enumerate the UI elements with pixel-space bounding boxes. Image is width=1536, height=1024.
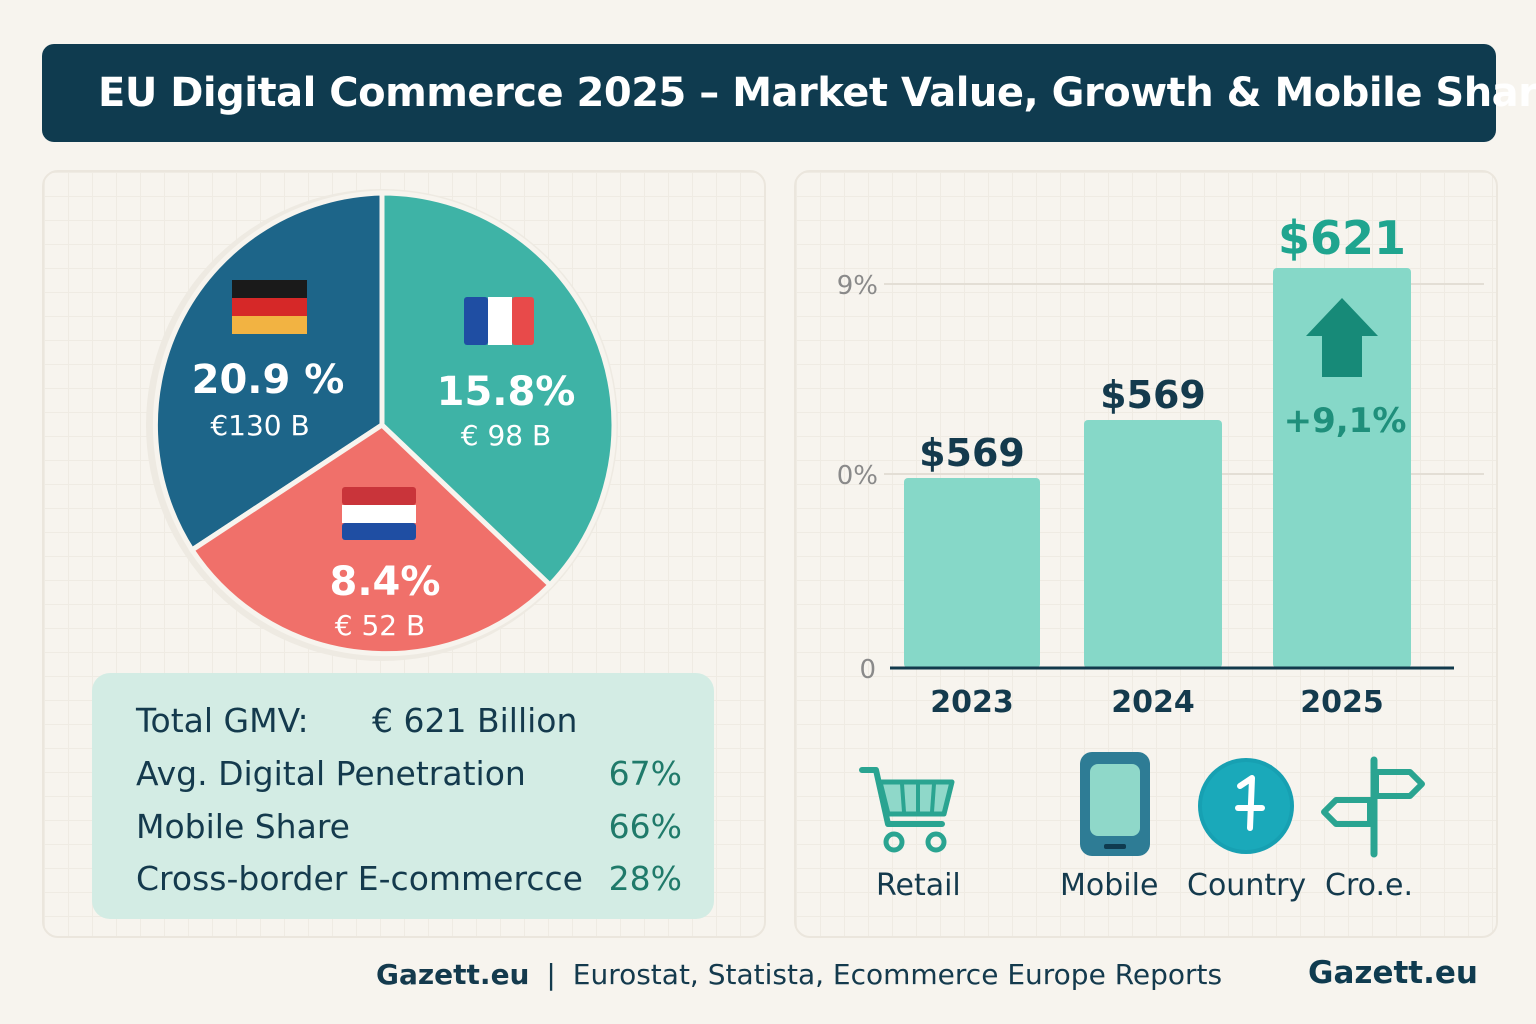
- bar-2023: [904, 478, 1040, 668]
- pie-slice-france: [379, 190, 617, 589]
- footer-brand-left: Gazett.eu: [376, 958, 530, 991]
- country-badge-icon: [1198, 758, 1294, 854]
- france-value-label: € 98 B: [461, 419, 551, 452]
- summary-row: Avg. Digital Penetration 67%: [136, 754, 682, 798]
- summary-row: Mobile Share 66%: [136, 807, 682, 851]
- x-tick-label: 2024: [1111, 685, 1195, 720]
- summary-row-value: 28%: [608, 859, 682, 898]
- germany-percent-label: 20.9 %: [192, 357, 345, 403]
- netherlands-percent-label: 8.4%: [330, 559, 441, 605]
- france-percent-label: 15.8%: [437, 369, 576, 415]
- summary-row-label: Avg. Digital Penetration: [136, 754, 526, 793]
- x-tick-label: 2023: [930, 685, 1014, 720]
- category-label-country: Country: [1187, 868, 1307, 903]
- page-title: EU Digital Commerce 2025 – Market Value,…: [98, 70, 1536, 116]
- germany-flag-icon: [232, 280, 307, 334]
- footer-separator: |: [546, 958, 556, 991]
- signpost-icon: [1321, 756, 1425, 858]
- summary-row: Cross-border E-commercce 28%: [136, 859, 682, 903]
- netherlands-value-label: € 52 B: [335, 609, 425, 642]
- category-label-retail: Retail: [876, 868, 961, 903]
- footer-brand-right: Gazett.eu: [1308, 955, 1478, 991]
- summary-total-value: € 621 Billion: [372, 701, 578, 740]
- bar-value-label: $569: [919, 431, 1025, 475]
- growth-label: +9,1%: [1284, 401, 1407, 441]
- summary-row-label: Mobile Share: [136, 807, 350, 846]
- bar-value-label: $621: [1278, 211, 1406, 265]
- x-tick-label: 2025: [1300, 685, 1384, 720]
- france-flag-icon: [464, 297, 534, 345]
- footer-sources: Eurostat, Statista, Ecommerce Europe Rep…: [572, 958, 1223, 991]
- bar-2025: [1273, 268, 1411, 668]
- category-label-mobile: Mobile: [1060, 868, 1159, 903]
- netherlands-flag-icon: [342, 487, 416, 540]
- summary-row-label: Cross-border E-commercce: [136, 859, 583, 898]
- y-tick-label: 0%: [837, 461, 878, 491]
- category-label-crossborder: Cro.e.: [1325, 868, 1413, 903]
- footer-sources-line: Gazett.eu | Eurostat, Statista, Ecommerc…: [376, 958, 1222, 991]
- summary-row-value: 66%: [608, 807, 682, 846]
- summary-row-value: 67%: [608, 754, 682, 793]
- summary-total-label: Total GMV:: [136, 701, 309, 740]
- summary-box: Total GMV: € 621 Billion Avg. Digital Pe…: [92, 673, 714, 919]
- pie-chart: 20.9 % €130 B 15.8% € 98 B 8.4% € 52 B: [146, 189, 618, 661]
- smartphone-icon: [1080, 752, 1150, 856]
- header-banner: EU Digital Commerce 2025 – Market Value,…: [42, 44, 1536, 142]
- summary-total-row: Total GMV: € 621 Billion: [136, 701, 682, 745]
- bar-2024: [1084, 420, 1222, 668]
- shopping-cart-icon: [859, 767, 955, 853]
- y-tick-label: 0: [859, 655, 876, 685]
- y-tick-label: 9%: [837, 271, 878, 301]
- bar-value-label: $569: [1100, 373, 1206, 417]
- germany-value-label: €130 B: [210, 409, 309, 442]
- growth-arrow-icon: [1306, 298, 1378, 377]
- bar-chart: 9% 0% 0 $569 $569 $621 2023 2024 2025 +9,1…: [837, 211, 1484, 720]
